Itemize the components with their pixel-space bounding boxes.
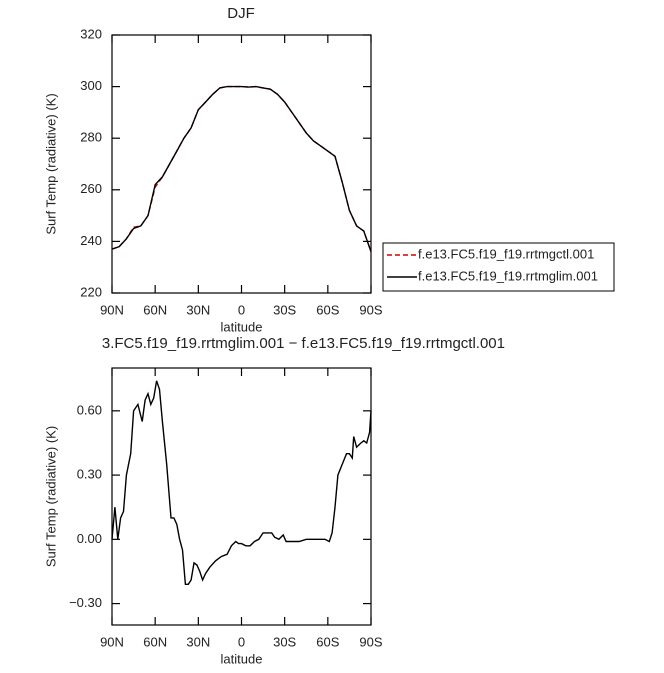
data-line [111,380,372,585]
y-tick-label: −0.30 [69,595,102,610]
x-tick-label: 90S [359,634,382,649]
x-axis-label: latitude [221,319,263,334]
x-tick-label: 90N [100,302,124,317]
data-line [111,85,372,252]
y-tick-label: 0.60 [77,402,102,417]
plot-frame [111,34,372,294]
x-tick-label: 90N [100,634,124,649]
y-tick-label: 240 [80,233,102,248]
chart-title: DJF [227,5,255,22]
y-tick-label: 220 [80,284,102,299]
y-axis-label: Surf Temp (radiative) (K) [43,93,58,234]
y-tick-label: 280 [80,130,102,145]
plot-frame [111,367,372,626]
x-tick-label: 30S [273,302,296,317]
x-tick-label: 60N [143,302,167,317]
legend-label: f.e13.FC5.f19_f19.rrtmgctl.001 [418,246,594,261]
legend-box [382,242,615,292]
x-tick-label: 60S [316,634,339,649]
x-tick-label: 30S [273,634,296,649]
y-tick-label: 300 [80,78,102,93]
x-tick-label: 0 [238,634,245,649]
x-tick-label: 60N [143,634,167,649]
y-tick-label: 260 [80,181,102,196]
x-tick-label: 30N [186,302,210,317]
chart-title: 3.FC5.f19_f19.rrtmglim.001 − f.e13.FC5.f… [102,335,505,352]
y-tick-label: 320 [80,26,102,41]
legend-label: f.e13.FC5.f19_f19.rrtmglim.001 [418,268,598,283]
y-axis-label: Surf Temp (radiative) (K) [43,426,58,567]
x-tick-label: 30N [186,634,210,649]
x-axis-label: latitude [221,651,263,666]
y-tick-label: 0.00 [77,531,102,546]
data-line [111,85,372,252]
x-tick-label: 60S [316,302,339,317]
x-tick-label: 0 [238,302,245,317]
y-tick-label: 0.30 [77,467,102,482]
x-tick-label: 90S [359,302,382,317]
